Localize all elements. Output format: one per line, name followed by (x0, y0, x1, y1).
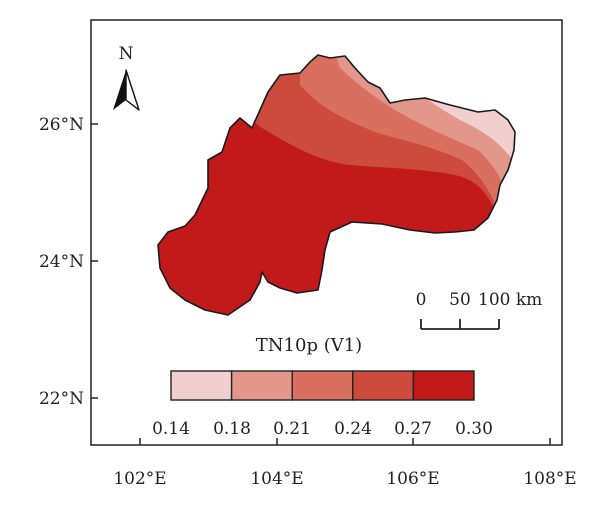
legend-swatch (291, 370, 354, 401)
legend-swatch (230, 370, 293, 401)
north-arrow-icon: N (113, 44, 140, 111)
y-axis: 26°N 24°N 22°N (39, 115, 98, 409)
legend-colorbar (170, 370, 475, 401)
legend-title: TN10p (V1) (256, 335, 362, 356)
x-tick-label: 102°E (113, 469, 166, 489)
y-tick-label: 22°N (39, 389, 84, 409)
legend-label: 0.27 (394, 419, 432, 439)
north-arrow-right-half (125, 69, 140, 111)
scale-label: 0 (416, 290, 427, 310)
legend-swatch (170, 370, 233, 401)
north-arrow-left-half (113, 70, 126, 110)
x-tick-label: 108°E (523, 469, 576, 489)
legend-swatch (352, 370, 415, 401)
legend-labels: 0.14 0.18 0.21 0.24 0.27 0.30 (152, 419, 493, 439)
legend-label: 0.18 (213, 419, 251, 439)
x-tick-label: 106°E (386, 469, 439, 489)
legend-label: 0.14 (152, 419, 190, 439)
scale-bar: 0 50 100 km (416, 290, 542, 330)
legend-label: 0.21 (273, 419, 311, 439)
region-outline (157, 54, 516, 316)
y-tick-label: 24°N (39, 252, 84, 272)
legend-label: 0.30 (455, 419, 493, 439)
x-axis: 102°E 104°E 106°E 108°E (113, 438, 577, 489)
legend-swatch (412, 370, 475, 401)
y-tick-label: 26°N (39, 115, 84, 135)
x-tick-label: 104°E (250, 469, 303, 489)
scale-label: 50 (449, 290, 471, 310)
scale-label: 100 km (478, 290, 542, 310)
north-label: N (119, 44, 134, 64)
legend-label: 0.24 (334, 419, 372, 439)
